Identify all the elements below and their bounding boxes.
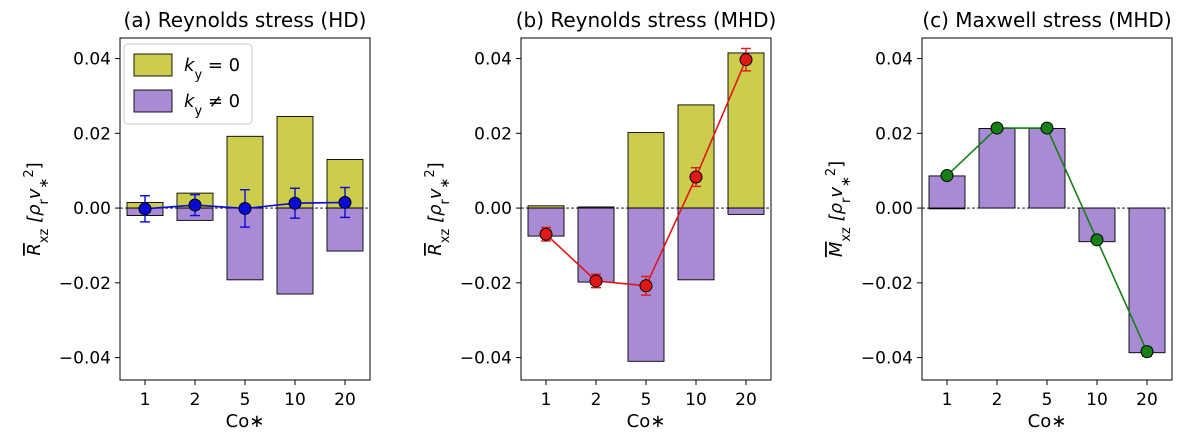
chart-title: (c) Maxwell stress (MHD) [922, 8, 1171, 32]
y-tick-label: 0.00 [73, 199, 111, 219]
y-tick-label: 0.00 [875, 199, 913, 219]
bar-kyne0-2 [978, 128, 1016, 209]
y-axis-label: Rxz [ρrv∗2] [423, 162, 453, 255]
bar-kyne0-2 [577, 207, 615, 283]
data-point-2 [990, 121, 1004, 135]
data-point-20 [739, 53, 753, 67]
bar-ky0-10 [677, 104, 715, 209]
x-axis-label: Co∗ [226, 411, 265, 432]
y-tick-label: −0.02 [460, 274, 512, 294]
y-tick-label: −0.04 [460, 349, 512, 369]
x-tick-label-20: 20 [1136, 390, 1158, 410]
legend-swatch-ky0 [133, 53, 173, 77]
y-tick-label: −0.04 [59, 349, 111, 369]
y-tick-label: 0.02 [875, 124, 913, 144]
chart-title: (a) Reynolds stress (HD) [124, 8, 367, 32]
y-tick-label: 0.02 [73, 124, 111, 144]
legend-label-ky0: ky = 0 [184, 55, 240, 83]
x-tick-label-5: 5 [240, 390, 251, 410]
data-point-5 [639, 279, 653, 293]
legend-label-kyne0: ky ≠ 0 [184, 91, 240, 119]
x-tick-label-20: 20 [735, 390, 757, 410]
y-tick-label: 0.04 [875, 50, 913, 70]
data-point-2 [589, 274, 603, 288]
x-tick-label-2: 2 [992, 390, 1003, 410]
bar-kyne0-20 [727, 207, 765, 215]
bar-ky0-20 [727, 52, 765, 209]
data-point-20 [338, 195, 352, 209]
y-tick-label: 0.04 [73, 50, 111, 70]
y-tick-label: 0.04 [474, 50, 512, 70]
data-point-1 [138, 202, 152, 216]
y-tick-label: −0.02 [59, 274, 111, 294]
data-point-2 [188, 198, 202, 212]
data-point-10 [689, 170, 703, 184]
data-point-5 [238, 201, 252, 215]
bar-kyne0-10 [677, 207, 715, 281]
bar-kyne0-20 [1128, 207, 1166, 354]
bar-ky0-5 [627, 132, 665, 209]
data-point-1 [940, 169, 954, 183]
chart-title: (b) Reynolds stress (MHD) [516, 8, 777, 32]
x-tick-label-5: 5 [641, 390, 652, 410]
y-tick-label: 0.00 [474, 199, 512, 219]
x-tick-label-1: 1 [140, 390, 151, 410]
x-tick-label-1: 1 [942, 390, 953, 410]
x-axis-label: Co∗ [627, 411, 666, 432]
x-tick-label-20: 20 [334, 390, 356, 410]
y-tick-label: 0.02 [474, 124, 512, 144]
chart-panel-3: 0.04 0.02 0.00 −0.02 −0.04 1 2 5 10 20 (c) Maxwell… [824, 8, 1173, 432]
data-point-10 [288, 196, 302, 210]
x-axis-label: Co∗ [1028, 411, 1067, 432]
x-tick-label-1: 1 [541, 390, 552, 410]
y-tick-label: −0.04 [861, 349, 913, 369]
x-tick-label-2: 2 [190, 390, 201, 410]
x-tick-label-10: 10 [685, 390, 707, 410]
y-tick-label: −0.02 [861, 274, 913, 294]
chart-panel-1: 0.04 0.02 0.00 −0.02 −0.04 1 2 5 10 20 (a) Reynold… [22, 8, 371, 432]
data-point-10 [1090, 233, 1104, 247]
legend-swatch-kyne0 [133, 89, 173, 113]
chart-panel-2: 0.04 0.02 0.00 −0.02 −0.04 1 2 5 10 20 (b) Reynold… [423, 8, 777, 432]
y-axis-label: Rxz [ρrv∗2] [22, 162, 52, 255]
x-tick-label-5: 5 [1042, 390, 1053, 410]
bar-kyne0-5 [1028, 128, 1066, 209]
data-point-20 [1140, 345, 1154, 359]
legend: ky = 0 ky ≠ 0 [123, 43, 253, 125]
x-tick-label-10: 10 [1086, 390, 1108, 410]
x-tick-label-10: 10 [284, 390, 306, 410]
data-point-5 [1040, 121, 1054, 135]
bar-kyne0-10 [276, 207, 314, 295]
data-point-1 [539, 227, 553, 241]
x-tick-label-2: 2 [591, 390, 602, 410]
y-axis-label: Mxz [ρrv∗2] [824, 161, 854, 257]
